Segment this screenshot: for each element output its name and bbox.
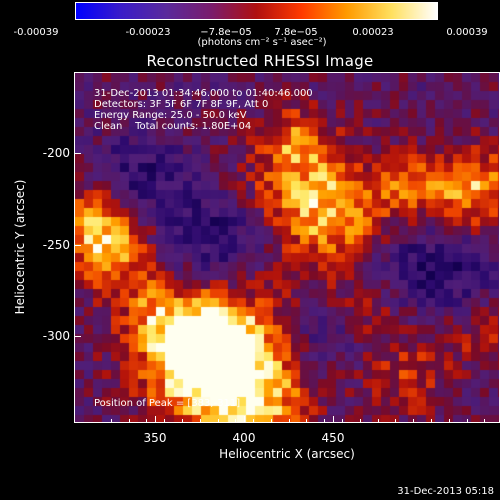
colorbar-tick: -0.00039 (13, 27, 59, 38)
tick-mark (253, 419, 254, 423)
tick-mark (146, 419, 147, 423)
info-energy-range: Energy Range: 25.0 - 50.0 keV (94, 110, 247, 121)
y-axis-label: Heliocentric Y (arcsec) (13, 179, 27, 315)
tick-mark (129, 419, 130, 423)
tick-mark (182, 419, 183, 423)
tick-mark (74, 245, 81, 246)
peak-position-label: Position of Peak = [383,-311] (94, 398, 241, 409)
x-tick-label: 350 (143, 431, 167, 445)
tick-mark (74, 336, 81, 337)
tick-mark (244, 416, 245, 423)
tick-mark (378, 419, 379, 423)
info-time-range: 31-Dec-2013 01:34:46.000 to 01:40:46.000 (94, 88, 313, 99)
colorbar-tick: 0.00023 (352, 27, 394, 38)
x-tick-label: 400 (232, 431, 256, 445)
image-plot-area (74, 72, 500, 423)
tick-mark (218, 419, 219, 423)
tick-mark (324, 419, 325, 423)
tick-mark (431, 419, 432, 423)
tick-mark (74, 153, 81, 154)
tick-mark (342, 419, 343, 423)
tick-mark (467, 419, 468, 423)
info-clean-counts: Clean Total counts: 1.80E+04 (94, 121, 252, 132)
colorbar-tick: 7.8e−05 (274, 27, 318, 38)
tick-mark (333, 416, 334, 423)
tick-mark (449, 419, 450, 423)
tick-mark (395, 419, 396, 423)
plot-title: Reconstructed RHESSI Image (146, 52, 374, 70)
y-tick-label: -200 (42, 146, 70, 160)
tick-mark (289, 419, 290, 423)
colorbar-tick: −7.8e−05 (200, 27, 252, 38)
colorbar-units: (photons cm⁻² s⁻¹ asec⁻²) (197, 37, 327, 48)
x-axis-label: Heliocentric X (arcsec) (219, 447, 355, 461)
colorbar (75, 2, 438, 20)
x-tick-label: 450 (321, 431, 345, 445)
y-tick-label: -300 (42, 329, 70, 343)
tick-mark (200, 419, 201, 423)
tick-mark (164, 419, 165, 423)
tick-mark (271, 419, 272, 423)
y-tick-label: -250 (42, 238, 70, 252)
colorbar-tick: -0.00023 (125, 27, 171, 38)
info-detectors: Detectors: 3F 5F 6F 7F 8F 9F, Att 0 (94, 99, 269, 110)
tick-mark (413, 419, 414, 423)
tick-mark (484, 419, 485, 423)
rhessi-image-heatmap (75, 73, 499, 422)
tick-mark (360, 419, 361, 423)
tick-mark (111, 419, 112, 423)
tick-mark (155, 416, 156, 423)
colorbar-tick: 0.00039 (446, 27, 488, 38)
tick-mark (306, 419, 307, 423)
tick-mark (235, 419, 236, 423)
footer-timestamp: 31-Dec-2013 05:18 (397, 486, 494, 497)
